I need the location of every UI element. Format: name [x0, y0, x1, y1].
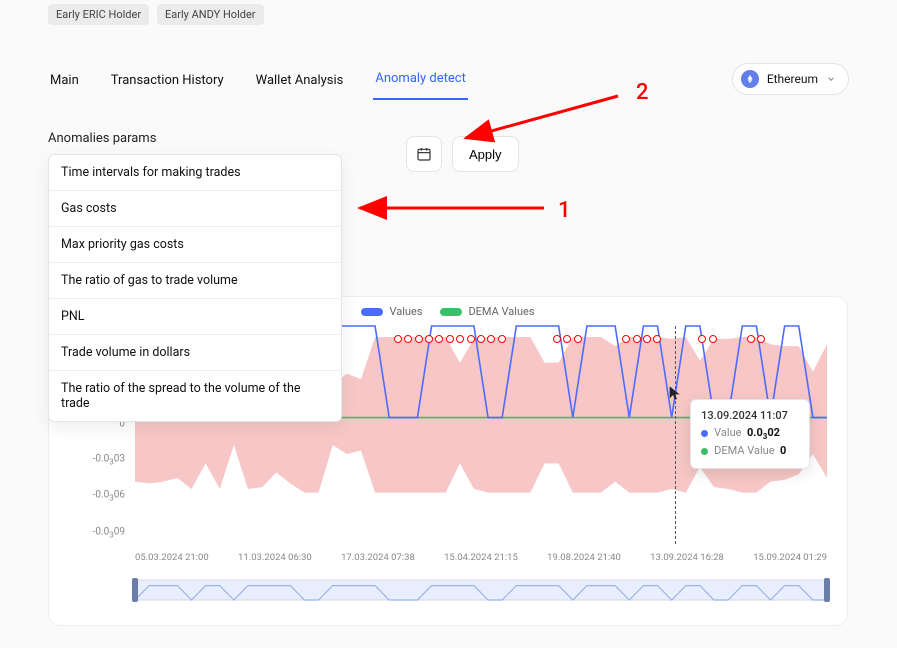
anomaly-marker [446, 335, 454, 343]
x-tick-label: 05.03.2024 21:00 [135, 552, 209, 564]
dropdown-item[interactable]: The ratio of the spread to the volume of… [49, 371, 341, 421]
tab-main[interactable]: Main [48, 61, 81, 100]
x-tick-label: 19.08.2024 21:40 [547, 552, 621, 564]
anomaly-marker [498, 335, 506, 343]
anomaly-marker [435, 335, 443, 343]
tag-row: Early ERIC Holder Early ANDY Holder [48, 0, 849, 25]
tabs: Main Transaction History Wallet Analysis… [48, 57, 468, 101]
anomaly-marker [467, 335, 475, 343]
tooltip-dema-label: DEMA Value [714, 444, 774, 457]
dropdown-item[interactable]: PNL [49, 299, 341, 335]
anomaly-marker [643, 335, 651, 343]
x-tick-label: 13.09.2024 16:28 [650, 552, 724, 564]
legend-label: DEMA Values [468, 305, 534, 318]
anomaly-marker [709, 335, 717, 343]
chart-tooltip: 13.09.2024 11:07 Value 0.0302 DEMA Value… [690, 399, 810, 468]
anomaly-marker [698, 335, 706, 343]
x-axis: 05.03.2024 21:00 11.03.2024 06:30 17.03.20… [135, 552, 827, 564]
chain-select-label: Ethereum [767, 72, 818, 86]
tab-anomaly-detect[interactable]: Anomaly detect [373, 59, 468, 100]
annotation-label: 2 [636, 80, 649, 105]
tooltip-value: 0.0302 [747, 426, 780, 439]
anomaly-marker [747, 335, 755, 343]
tag: Early ANDY Holder [157, 4, 263, 25]
anomaly-marker [477, 335, 485, 343]
cursor-line [675, 326, 676, 544]
dropdown-item[interactable]: Gas costs [49, 191, 341, 227]
x-tick-label: 15.04.2024 21:15 [444, 552, 518, 564]
tooltip-time: 13.09.2024 11:07 [701, 408, 799, 425]
legend-item: DEMA Values [440, 305, 534, 318]
anomaly-marker [633, 335, 641, 343]
anomaly-marker [456, 335, 464, 343]
apply-button[interactable]: Apply [452, 136, 519, 172]
tab-transaction-history[interactable]: Transaction History [109, 61, 226, 100]
annotation-label: 1 [558, 198, 571, 223]
range-selector[interactable] [63, 578, 833, 602]
cursor-icon [667, 385, 683, 405]
y-tick-label: -0.0303 [93, 453, 125, 466]
anomaly-marker [757, 335, 765, 343]
chevron-down-icon [826, 74, 836, 84]
calendar-icon [416, 146, 432, 162]
anomaly-marker [487, 335, 495, 343]
anomaly-marker [653, 335, 661, 343]
legend-item: Values [361, 305, 422, 318]
tooltip-value-label: Value [714, 426, 741, 439]
dropdown-item[interactable]: The ratio of gas to trade volume [49, 263, 341, 299]
anomaly-marker [415, 335, 423, 343]
x-tick-label: 11.03.2024 06:30 [238, 552, 312, 564]
date-picker-button[interactable] [406, 136, 442, 172]
y-tick-label: -0.0306 [93, 490, 125, 503]
anomaly-marker [563, 335, 571, 343]
anomaly-marker [404, 335, 412, 343]
tab-wallet-analysis[interactable]: Wallet Analysis [254, 61, 346, 100]
anomaly-marker [553, 335, 561, 343]
dropdown-item[interactable]: Max priority gas costs [49, 227, 341, 263]
dropdown-item[interactable]: Time intervals for making trades [49, 155, 341, 191]
ethereum-icon [741, 70, 759, 88]
legend-label: Values [389, 305, 422, 318]
x-tick-label: 15.09.2024 01:29 [753, 552, 827, 564]
chain-select[interactable]: Ethereum [732, 63, 849, 95]
dropdown-item[interactable]: Trade volume in dollars [49, 335, 341, 371]
tag: Early ERIC Holder [48, 4, 149, 25]
anomaly-marker [425, 335, 433, 343]
anomaly-marker [622, 335, 630, 343]
y-tick-label: -0.0309 [93, 526, 125, 539]
anomaly-marker [574, 335, 582, 343]
tooltip-dema-value: 0 [780, 444, 786, 457]
anomaly-marker [394, 335, 402, 343]
x-tick-label: 17.03.2024 07:38 [341, 552, 415, 564]
anomalies-params-dropdown[interactable]: Time intervals for making trades Gas cos… [48, 154, 342, 422]
